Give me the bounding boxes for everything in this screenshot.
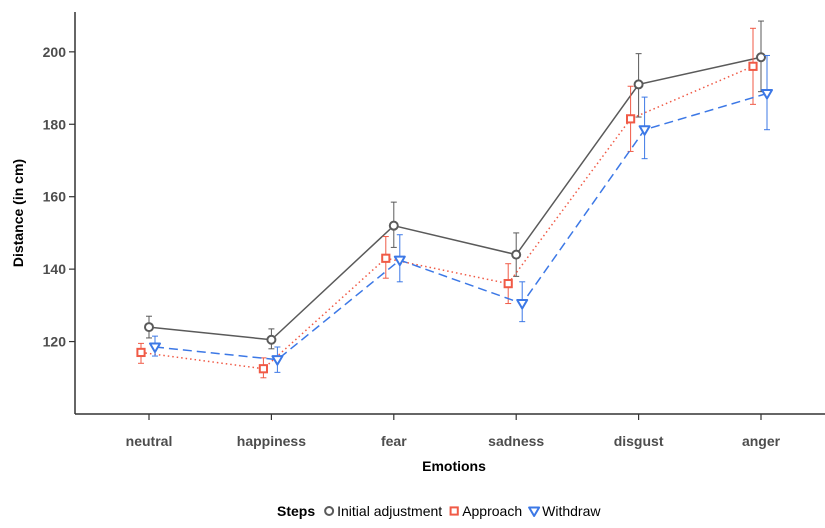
x-axis-title: Emotions (422, 458, 486, 474)
y-tick-label: 160 (43, 189, 67, 205)
data-point (761, 88, 773, 100)
legend-label: Initial adjustment (337, 503, 442, 519)
legend-items: Initial adjustment Approach Withdraw (324, 503, 601, 519)
legend-item: Initial adjustment (324, 503, 442, 519)
y-axis-title: Distance (in cm) (10, 159, 26, 267)
x-tick-label: happiness (237, 433, 306, 449)
legend-title: Steps (277, 503, 315, 519)
data-point (748, 61, 758, 71)
x-ticks: neutral happiness fear sadness disgust anger (126, 414, 781, 449)
y-tick-label: 140 (43, 261, 67, 277)
data-point (136, 347, 146, 358)
series-line (148, 56, 762, 341)
legend-item: Withdraw (528, 503, 601, 519)
y-tick-label: 200 (43, 44, 67, 60)
legend-label: Approach (462, 503, 522, 519)
y-ticks: 120 140 160 180 200 (43, 44, 75, 350)
legend-key (449, 506, 459, 516)
data-point (503, 279, 513, 289)
data-point (511, 249, 522, 260)
legend-item: Approach (449, 503, 522, 519)
x-tick-label: sadness (488, 433, 544, 449)
data-point (393, 255, 406, 267)
series-layer (136, 20, 773, 379)
series-line (140, 65, 754, 370)
data-point (258, 364, 268, 374)
data-point (266, 334, 277, 345)
series-approach (136, 27, 758, 379)
data-point (516, 299, 529, 310)
data-point (271, 355, 284, 366)
x-tick-label: neutral (126, 433, 173, 449)
series-line (154, 92, 768, 361)
data-point (144, 322, 154, 333)
x-tick-label: anger (742, 433, 781, 449)
data-point (149, 342, 161, 353)
legend: Steps Initial adjustment Approach Withdraw (277, 503, 601, 519)
legend-label: Withdraw (542, 503, 601, 519)
series-initial-adjustment (144, 20, 766, 350)
data-point (626, 114, 636, 124)
y-tick-label: 120 (43, 334, 67, 350)
data-point (638, 125, 651, 136)
y-tick-label: 180 (43, 116, 67, 132)
legend-key (324, 506, 335, 516)
data-point (381, 253, 391, 263)
data-point (633, 79, 644, 90)
x-tick-label: disgust (614, 433, 664, 449)
data-point (388, 220, 399, 231)
series-withdraw (149, 54, 773, 373)
legend-key (528, 506, 541, 517)
x-tick-label: fear (381, 433, 407, 449)
data-point (756, 52, 766, 63)
axes (74, 12, 825, 415)
